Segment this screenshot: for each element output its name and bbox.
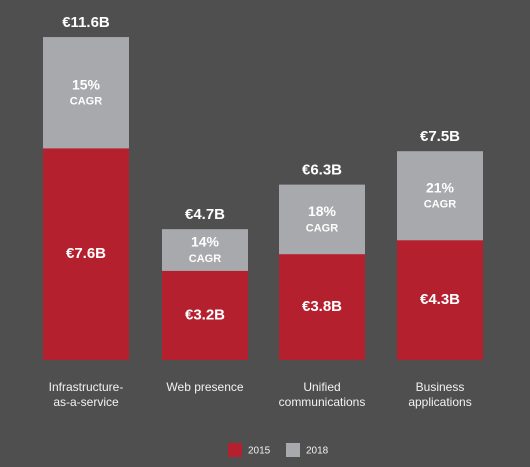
total-label: €11.6B	[62, 14, 110, 31]
growth-caption: CAGR	[189, 253, 221, 265]
growth-caption: CAGR	[306, 222, 338, 234]
value-label: €3.8B	[302, 298, 342, 315]
growth-caption: CAGR	[70, 96, 102, 108]
legend-swatch	[286, 443, 300, 457]
total-label: €6.3B	[302, 162, 342, 179]
total-label: €7.5B	[420, 128, 460, 145]
value-label: €7.6B	[66, 245, 106, 262]
growth-caption: CAGR	[424, 199, 456, 211]
bar-2015	[162, 270, 248, 360]
growth-label: 15%	[72, 76, 101, 92]
value-label: €4.3B	[420, 291, 460, 308]
growth-label: 14%	[191, 234, 220, 250]
bar-2015	[397, 240, 483, 360]
growth-label: 21%	[426, 179, 455, 195]
x-tick-label: Business applications	[408, 380, 472, 409]
legend-swatch	[228, 443, 242, 457]
x-tick-label: Unified communications	[278, 380, 366, 409]
legend-label: 2018	[306, 446, 329, 457]
legend-label: 2015	[248, 446, 271, 457]
growth-label: 18%	[308, 203, 337, 219]
bar-2015	[43, 148, 129, 360]
total-label: €4.7B	[185, 206, 225, 223]
bar-2015	[279, 254, 365, 360]
value-label: €3.2B	[185, 306, 225, 323]
x-tick-label: Web presence	[166, 380, 244, 394]
x-tick-label: Infrastructure- as-a-service	[48, 380, 124, 409]
